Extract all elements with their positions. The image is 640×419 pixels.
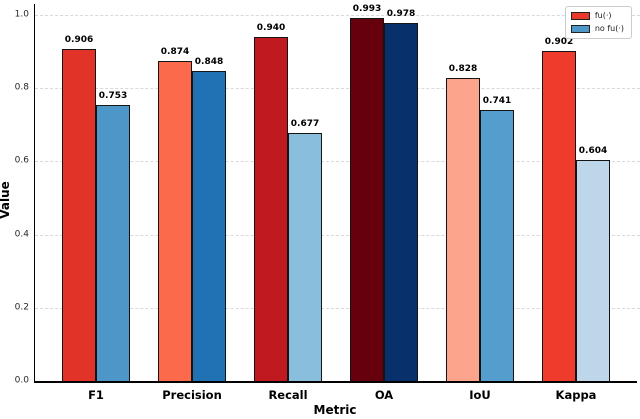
y-tick-label: 1.0 xyxy=(14,9,29,20)
bar-precision-no-fu xyxy=(192,70,226,382)
bar-recall-fu xyxy=(254,36,288,382)
gridline xyxy=(35,15,640,16)
x-axis-spine xyxy=(33,381,637,383)
y-axis-spine xyxy=(33,4,35,383)
bar-value-label: 0.978 xyxy=(386,9,416,20)
bar-value-label: 0.940 xyxy=(256,22,286,33)
bar-value-label: 0.604 xyxy=(578,145,608,156)
bar-value-label: 0.848 xyxy=(194,56,224,67)
gridline xyxy=(35,307,640,309)
bar-iou-fu xyxy=(446,77,480,382)
legend-item: no fu(·) xyxy=(570,24,624,34)
bar-f1-fu xyxy=(62,49,96,382)
y-tick-label: 0.2 xyxy=(14,302,29,313)
bar-oa-fu xyxy=(350,17,384,382)
bar-iou-no-fu xyxy=(480,109,514,382)
x-tick-label-precision: Precision xyxy=(162,388,222,402)
legend-swatch-icon xyxy=(570,25,590,33)
x-tick-label-recall: Recall xyxy=(268,388,308,402)
legend-label: fu(·) xyxy=(594,11,612,20)
bar-f1-no-fu xyxy=(96,105,130,382)
bar-oa-no-fu xyxy=(384,23,418,382)
legend-label: no fu(·) xyxy=(594,24,624,33)
bar-value-label: 0.828 xyxy=(448,63,478,74)
x-axis-title: Metric xyxy=(313,403,357,417)
legend-item: fu(·) xyxy=(570,11,624,21)
bar-value-label: 0.906 xyxy=(64,35,94,46)
bar-value-label: 0.677 xyxy=(290,119,320,130)
bar-kappa-no-fu xyxy=(576,159,610,382)
x-tick-label-kappa: Kappa xyxy=(555,388,597,402)
x-tick-label-oa: OA xyxy=(374,388,394,402)
bar-value-label: 0.874 xyxy=(160,47,190,58)
gridline xyxy=(35,234,640,236)
bar-value-label: 0.902 xyxy=(544,36,574,47)
bar-value-label: 0.993 xyxy=(352,3,382,14)
bar-recall-no-fu xyxy=(288,133,322,382)
bar-value-label: 0.741 xyxy=(482,95,512,106)
y-tick-label: 0.8 xyxy=(14,82,29,93)
y-axis-title: Value xyxy=(0,181,12,219)
x-tick-label-f1: F1 xyxy=(88,388,104,402)
y-tick-label: 0.6 xyxy=(14,155,29,166)
legend-swatch-icon xyxy=(570,12,590,20)
x-tick-label-iou: IoU xyxy=(469,388,491,402)
bar-precision-fu xyxy=(158,61,192,382)
gridline xyxy=(35,161,640,163)
y-tick-label: 0.4 xyxy=(14,229,29,240)
bar-value-label: 0.753 xyxy=(98,91,128,102)
y-tick-label: 0.0 xyxy=(14,375,29,386)
legend: fu(·) no fu(·) xyxy=(564,6,632,39)
gridline xyxy=(35,88,640,90)
bar-kappa-fu xyxy=(542,50,576,382)
